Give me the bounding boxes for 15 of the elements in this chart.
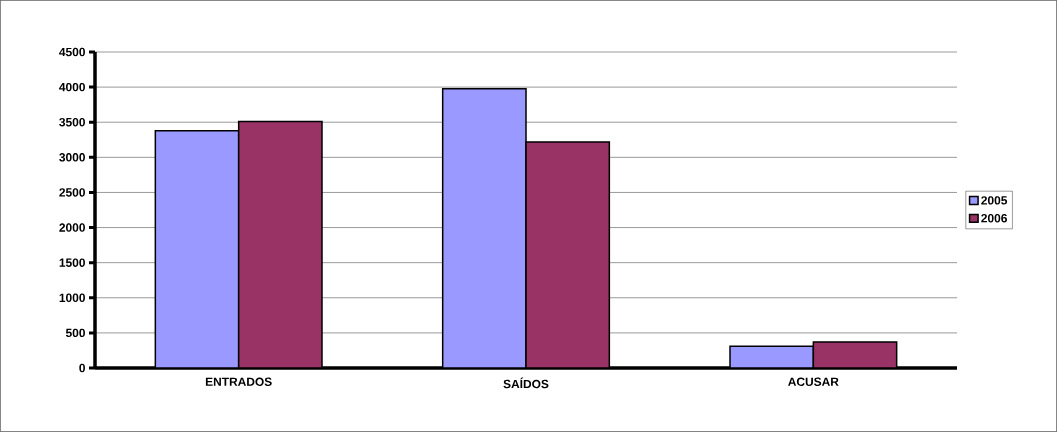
y-tick-label: 1500 bbox=[59, 258, 85, 267]
y-tick-label: 1000 bbox=[59, 293, 85, 302]
legend-label: 2005 bbox=[981, 196, 1008, 205]
y-tick-label: 4500 bbox=[59, 47, 85, 57]
y-tick-label: 500 bbox=[65, 328, 85, 338]
x-tick-label: SAÍDOS bbox=[503, 377, 549, 389]
y-tick-label: 3000 bbox=[59, 153, 85, 162]
x-tick-label: ENTRADOS bbox=[205, 377, 272, 386]
y-tick-label: 3500 bbox=[59, 117, 85, 127]
x-tick-label: ACUSAR bbox=[788, 377, 839, 386]
y-tick-label: 2000 bbox=[59, 223, 85, 232]
y-tick-label: 2500 bbox=[59, 188, 85, 197]
y-tick-label: 0 bbox=[79, 363, 85, 373]
y-tick-label: 4000 bbox=[59, 82, 85, 92]
legend-label: 2006 bbox=[981, 214, 1007, 223]
